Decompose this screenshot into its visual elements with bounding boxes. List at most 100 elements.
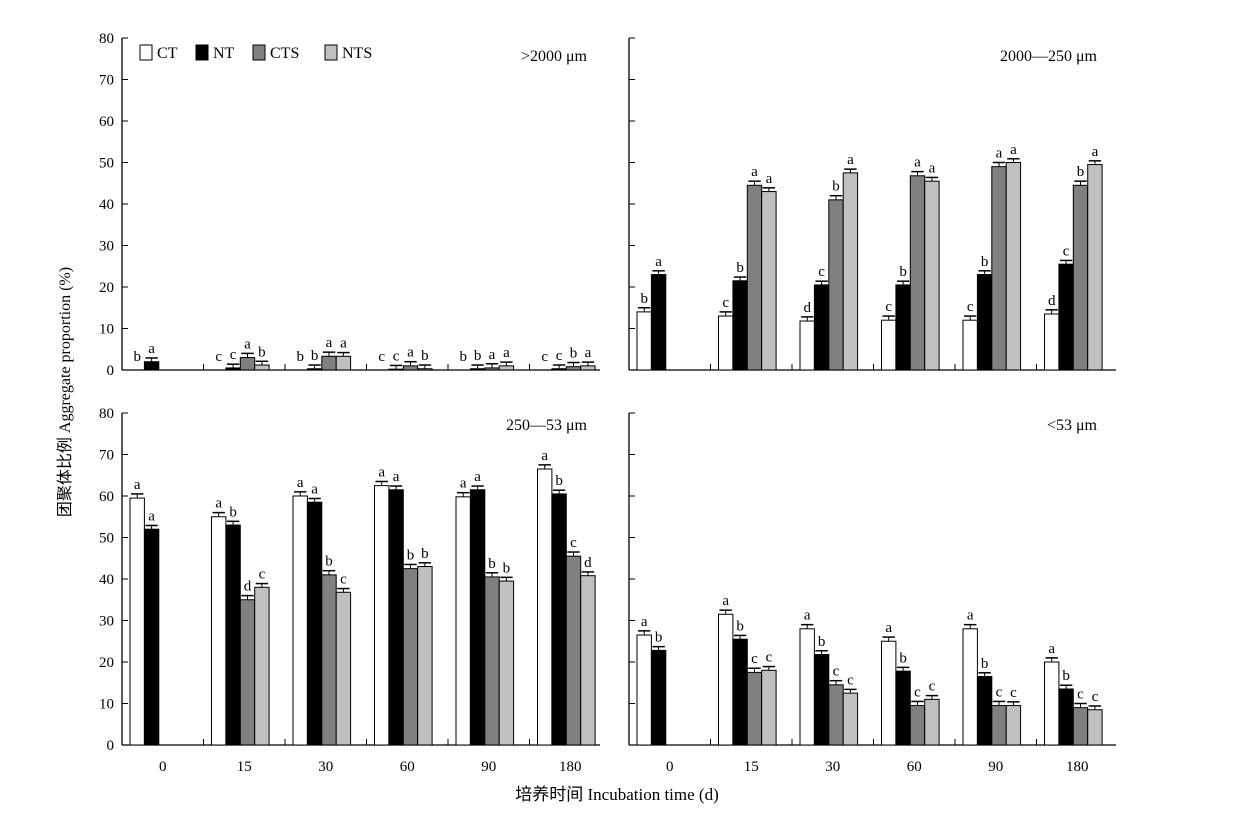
significance-letter: b [655, 630, 663, 646]
significance-letter: b [229, 504, 237, 520]
x-tick-label: 30 [825, 759, 840, 775]
significance-letter: a [134, 477, 141, 493]
bar-cts [746, 184, 763, 371]
significance-letter: b [640, 291, 648, 307]
significance-letter: a [1010, 142, 1017, 158]
bar-nts [498, 580, 515, 746]
bar-cts [402, 365, 419, 371]
significance-letter: a [929, 160, 936, 176]
bar-nt [225, 524, 241, 746]
bar-nt [895, 670, 911, 746]
legend-label-nts: NTS [342, 45, 372, 62]
significance-letter: c [393, 348, 400, 364]
significance-letter: c [556, 348, 563, 364]
significance-letter: a [641, 614, 648, 630]
bar-nts [1087, 709, 1103, 746]
y-tick-label: 60 [99, 489, 114, 505]
y-tick-label: 50 [99, 156, 114, 172]
significance-letter: c [722, 295, 729, 311]
significance-letter: a [914, 155, 921, 171]
significance-letter: b [258, 344, 266, 360]
bar-cts [402, 568, 419, 746]
significance-letter: a [474, 469, 481, 485]
bar-nts [842, 172, 859, 371]
significance-letter: c [847, 672, 854, 688]
bar-nt [469, 368, 486, 371]
bar-nt [813, 284, 830, 371]
y-tick-label: 40 [99, 197, 114, 213]
y-axis-label: 团聚体比例 Aggregate proportion (%) [56, 267, 74, 517]
bar-nts [335, 355, 352, 371]
significance-letter: a [766, 171, 773, 187]
y-tick-label: 0 [107, 738, 115, 754]
significance-letter: b [474, 348, 482, 364]
significance-letter: c [766, 650, 773, 666]
bar-ct [1044, 661, 1060, 746]
significance-letter: b [1062, 668, 1070, 684]
bar-ct [636, 311, 652, 371]
bar-nts [924, 180, 940, 371]
significance-letter: b [311, 348, 319, 364]
significance-letter: c [751, 651, 758, 667]
significance-letter: b [421, 348, 429, 364]
significance-letter: a [996, 146, 1003, 162]
significance-letter: a [655, 254, 662, 270]
bar-cts [991, 705, 1007, 746]
y-tick-label: 60 [99, 114, 114, 130]
bar-nt [388, 368, 404, 371]
significance-letter: a [1092, 144, 1099, 160]
bar-nt [813, 654, 830, 746]
significance-letter: b [832, 179, 840, 195]
significance-letter: a [311, 481, 318, 497]
bar-ct [1044, 313, 1060, 371]
bar-nts [335, 591, 352, 746]
significance-letter: b [133, 349, 141, 365]
significance-letter: a [407, 345, 414, 361]
bar-cts [321, 574, 337, 746]
y-tick-label: 70 [99, 73, 114, 89]
significance-letter: a [340, 336, 347, 352]
legend-swatch-ct [139, 44, 153, 61]
legend-label-nt: NT [213, 45, 235, 62]
bar-cts [991, 166, 1007, 371]
significance-letter: b [818, 634, 826, 650]
bar-nt [976, 274, 993, 371]
significance-letter: c [1063, 243, 1070, 259]
bar-cts [909, 705, 926, 746]
significance-letter: b [899, 650, 907, 666]
bar-nt [895, 284, 911, 371]
y-tick-label: 80 [99, 31, 114, 47]
bar-nts [1005, 705, 1022, 746]
bar-cts [565, 366, 582, 371]
significance-letter: c [833, 664, 840, 680]
significance-letter: c [967, 299, 974, 315]
bar-nts [761, 191, 777, 371]
bar-nts [924, 698, 940, 746]
bar-ct [881, 640, 897, 746]
significance-letter: a [297, 475, 304, 491]
bar-nt [1058, 688, 1074, 746]
x-tick-label: 60 [400, 759, 415, 775]
bar-cts [828, 199, 844, 371]
significance-letter: c [1010, 685, 1017, 701]
bar-nts [580, 575, 596, 746]
bar-ct [718, 315, 734, 371]
bar-ct [962, 628, 978, 746]
y-tick-label: 30 [99, 239, 114, 255]
significance-letter: b [296, 349, 304, 365]
legend-swatch-cts [252, 44, 266, 61]
x-tick-label: 0 [159, 759, 167, 775]
significance-letter: a [326, 335, 333, 351]
legend-label-cts: CTS [270, 45, 299, 62]
bar-nt [551, 493, 567, 746]
bar-nt [388, 489, 404, 746]
panel-title: >2000 μm [521, 48, 588, 65]
significance-letter: d [584, 555, 592, 571]
bar-nts [842, 692, 859, 746]
significance-letter: a [751, 164, 758, 180]
bar-nts [1087, 164, 1103, 371]
